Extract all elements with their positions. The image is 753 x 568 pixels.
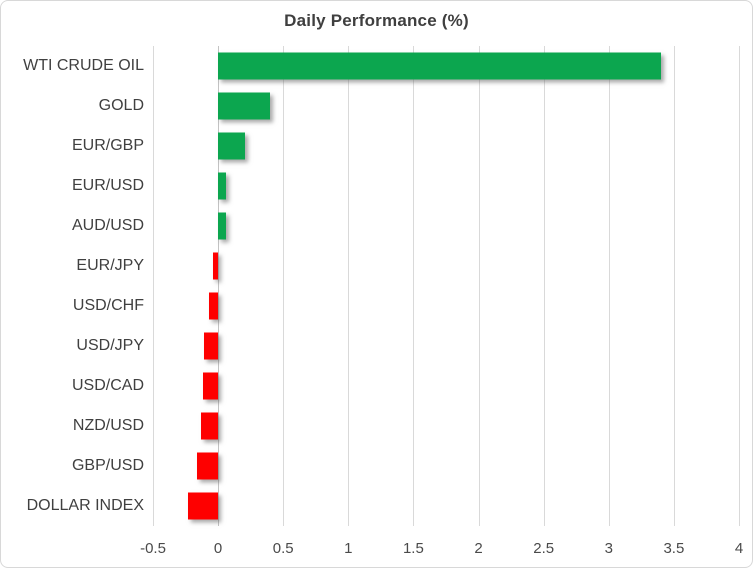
category-label: WTI CRUDE OIL (23, 57, 144, 74)
gridline (673, 46, 675, 526)
bar (201, 412, 219, 440)
gridline (348, 46, 350, 526)
x-axis-tick-label: 0.5 (272, 540, 294, 557)
bar (218, 212, 226, 240)
category-label: USD/CHF (72, 297, 144, 314)
bar (188, 492, 219, 520)
chart-title: Daily Performance (%) (284, 11, 469, 30)
bar (218, 52, 661, 80)
x-axis-tick-label: 3 (604, 540, 613, 557)
x-axis-tick-label: 2.5 (533, 540, 555, 557)
gridline (153, 46, 154, 526)
category-label: EUR/GBP (71, 137, 144, 154)
x-axis-tick-label: 1.5 (402, 540, 424, 557)
bar (197, 452, 219, 480)
category-label: GBP/USD (71, 457, 144, 474)
category-label: USD/JPY (76, 337, 144, 354)
x-axis-tick-label: 1 (344, 540, 353, 557)
gridline (543, 46, 545, 526)
gridline (608, 46, 610, 526)
bar (209, 292, 219, 320)
gridline (413, 46, 415, 526)
gridline (283, 46, 285, 526)
bar (218, 172, 226, 200)
x-axis-tick-label: 4 (734, 540, 744, 557)
bar (218, 92, 271, 120)
gridline (739, 46, 740, 526)
bar (203, 332, 219, 360)
x-axis-tick-label: -0.5 (140, 540, 166, 557)
x-axis-tick-label: 3.5 (663, 540, 685, 557)
category-label: EUR/USD (71, 177, 144, 194)
bar (212, 252, 219, 280)
category-label: DOLLAR INDEX (26, 497, 144, 514)
bar (218, 132, 246, 160)
category-label: USD/CAD (71, 377, 144, 394)
category-label: AUD/USD (71, 217, 144, 234)
category-label: EUR/JPY (76, 257, 144, 274)
gridline (478, 46, 480, 526)
category-label: GOLD (98, 97, 144, 114)
x-axis-tick-label: 2 (474, 540, 483, 557)
category-label: NZD/USD (72, 417, 144, 434)
bar (202, 372, 219, 400)
x-axis-tick-label: 0 (213, 540, 223, 557)
zero-axis-line (218, 46, 220, 526)
